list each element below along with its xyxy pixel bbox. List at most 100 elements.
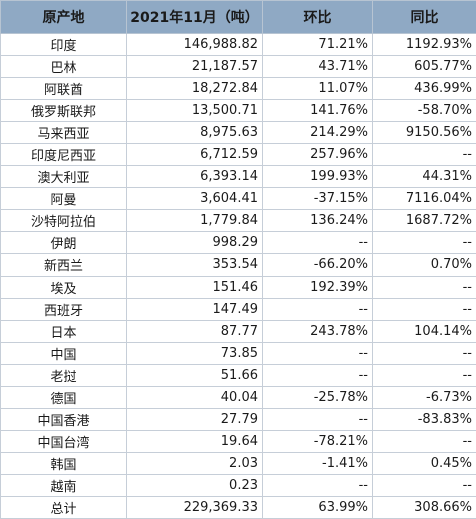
mom-cell: -- <box>263 342 373 364</box>
yoy-cell: -- <box>373 430 476 452</box>
origin-cell: 巴林 <box>1 56 127 78</box>
mom-cell: -78.21% <box>263 430 373 452</box>
yoy-cell: 104.14% <box>373 320 476 342</box>
yoy-cell: -- <box>373 474 476 496</box>
volume-cell: 146,988.82 <box>127 34 263 56</box>
origin-cell: 韩国 <box>1 452 127 474</box>
volume-cell: 353.54 <box>127 254 263 276</box>
mom-cell: 192.39% <box>263 276 373 298</box>
origin-cell: 伊朗 <box>1 232 127 254</box>
origin-cell: 沙特阿拉伯 <box>1 210 127 232</box>
volume-cell: 998.29 <box>127 232 263 254</box>
origin-cell: 日本 <box>1 320 127 342</box>
yoy-cell: 0.70% <box>373 254 476 276</box>
mom-cell: -- <box>263 474 373 496</box>
yoy-cell: -- <box>373 298 476 320</box>
volume-cell: 6,712.59 <box>127 144 263 166</box>
origin-cell: 越南 <box>1 474 127 496</box>
origin-cell: 新西兰 <box>1 254 127 276</box>
origin-cell: 阿联酋 <box>1 78 127 100</box>
mom-cell: -25.78% <box>263 386 373 408</box>
origin-cell: 马来西亚 <box>1 122 127 144</box>
yoy-cell: -58.70% <box>373 100 476 122</box>
volume-cell: 13,500.71 <box>127 100 263 122</box>
mom-cell: 43.71% <box>263 56 373 78</box>
yoy-cell: 0.45% <box>373 452 476 474</box>
origin-cell: 印度尼西亚 <box>1 144 127 166</box>
volume-cell: 3,604.41 <box>127 188 263 210</box>
mom-cell: -- <box>263 298 373 320</box>
header-row: 原产地 2021年11月（吨） 环比 同比 <box>1 1 476 34</box>
yoy-cell: -6.73% <box>373 386 476 408</box>
origin-cell: 总计 <box>1 496 127 518</box>
mom-cell: 11.07% <box>263 78 373 100</box>
origin-cell: 埃及 <box>1 276 127 298</box>
mom-cell: 257.96% <box>263 144 373 166</box>
mom-cell: -37.15% <box>263 188 373 210</box>
mom-cell: 63.99% <box>263 496 373 518</box>
origin-cell: 俄罗斯联邦 <box>1 100 127 122</box>
header-yoy: 同比 <box>373 1 476 34</box>
yoy-cell: -- <box>373 364 476 386</box>
volume-cell: 73.85 <box>127 342 263 364</box>
yoy-cell: 9150.56% <box>373 122 476 144</box>
volume-cell: 40.04 <box>127 386 263 408</box>
mom-cell: 199.93% <box>263 166 373 188</box>
mom-cell: -- <box>263 408 373 430</box>
yoy-cell: 44.31% <box>373 166 476 188</box>
mom-cell: 71.21% <box>263 34 373 56</box>
volume-cell: 6,393.14 <box>127 166 263 188</box>
mom-cell: 214.29% <box>263 122 373 144</box>
header-volume: 2021年11月（吨） <box>127 1 263 34</box>
yoy-cell: -83.83% <box>373 408 476 430</box>
mom-cell: 141.76% <box>263 100 373 122</box>
yoy-cell: -- <box>373 342 476 364</box>
origin-cell: 澳大利亚 <box>1 166 127 188</box>
volume-cell: 229,369.33 <box>127 496 263 518</box>
volume-cell: 1,779.84 <box>127 210 263 232</box>
mom-cell: -1.41% <box>263 452 373 474</box>
volume-cell: 18,272.84 <box>127 78 263 100</box>
volume-cell: 51.66 <box>127 364 263 386</box>
origin-cell: 西班牙 <box>1 298 127 320</box>
header-origin: 原产地 <box>1 1 127 34</box>
yoy-cell: 308.66% <box>373 496 476 518</box>
origin-cell: 德国 <box>1 386 127 408</box>
volume-cell: 2.03 <box>127 452 263 474</box>
yoy-cell: 436.99% <box>373 78 476 100</box>
volume-cell: 0.23 <box>127 474 263 496</box>
volume-cell: 21,187.57 <box>127 56 263 78</box>
volume-cell: 19.64 <box>127 430 263 452</box>
origin-cell: 中国台湾 <box>1 430 127 452</box>
volume-cell: 151.46 <box>127 276 263 298</box>
volume-cell: 147.49 <box>127 298 263 320</box>
mom-cell: 243.78% <box>263 320 373 342</box>
yoy-cell: 1192.93% <box>373 34 476 56</box>
mom-cell: -- <box>263 232 373 254</box>
yoy-cell: 1687.72% <box>373 210 476 232</box>
mom-cell: -- <box>263 364 373 386</box>
header-mom: 环比 <box>263 1 373 34</box>
